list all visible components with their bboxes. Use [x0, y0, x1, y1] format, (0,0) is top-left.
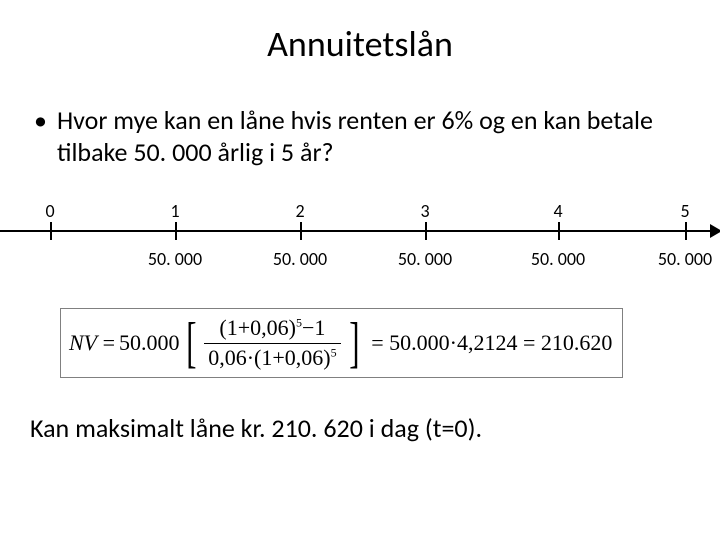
formula-fraction: (1+0,06)5−1 0,06·(1+0,06)5: [204, 316, 340, 369]
formula-num-tail: −1: [302, 315, 325, 340]
conclusion-text: Kan maksimalt låne kr. 210. 620 i dag (t…: [0, 378, 720, 444]
page-title: Annuitetslån: [0, 0, 720, 66]
timeline-value: 50. 000: [148, 248, 202, 270]
timeline-label: 1: [170, 200, 179, 222]
timeline-arrow-icon: [710, 224, 720, 238]
formula-container: NV = 50.000 [ (1+0,06)5−1 0,06·(1+0,06)5…: [60, 308, 720, 378]
timeline-label: 3: [420, 200, 429, 222]
bullet-text: Hvor mye kan en låne hvis renten er 6% o…: [57, 104, 690, 168]
timeline-tick: [425, 222, 427, 240]
right-bracket-icon: ]: [349, 315, 359, 371]
timeline-label: 2: [295, 200, 304, 222]
formula-lhs: NV: [69, 330, 97, 355]
timeline-label: 0: [45, 200, 54, 222]
timeline-tick: [300, 222, 302, 240]
left-bracket-icon: [: [186, 315, 196, 371]
timeline: 0 1 50. 000 2 50. 000 3 50. 000 4 50. 00…: [0, 198, 720, 278]
bullet-marker: •: [34, 104, 47, 168]
timeline-value: 50. 000: [273, 248, 327, 270]
timeline-tick: [685, 222, 687, 240]
timeline-axis: [0, 230, 720, 232]
formula-coeff: 50.000: [119, 330, 180, 356]
timeline-label: 4: [553, 200, 562, 222]
timeline-tick: [558, 222, 560, 240]
timeline-value: 50. 000: [398, 248, 452, 270]
timeline-label: 5: [680, 200, 689, 222]
timeline-tick: [175, 222, 177, 240]
formula: NV = 50.000 [ (1+0,06)5−1 0,06·(1+0,06)5…: [60, 308, 623, 378]
timeline-tick: [50, 222, 52, 240]
timeline-value: 50. 000: [531, 248, 585, 270]
timeline-value: 50. 000: [658, 248, 712, 270]
formula-result: = 50.000·4,2124 = 210.620: [371, 330, 612, 356]
formula-den-base: 0,06·(1+0,06): [208, 345, 330, 370]
formula-num-base: (1+0,06): [219, 315, 296, 340]
bullet-block: • Hvor mye kan en låne hvis renten er 6%…: [0, 66, 720, 168]
formula-den-pow: 5: [331, 345, 337, 359]
